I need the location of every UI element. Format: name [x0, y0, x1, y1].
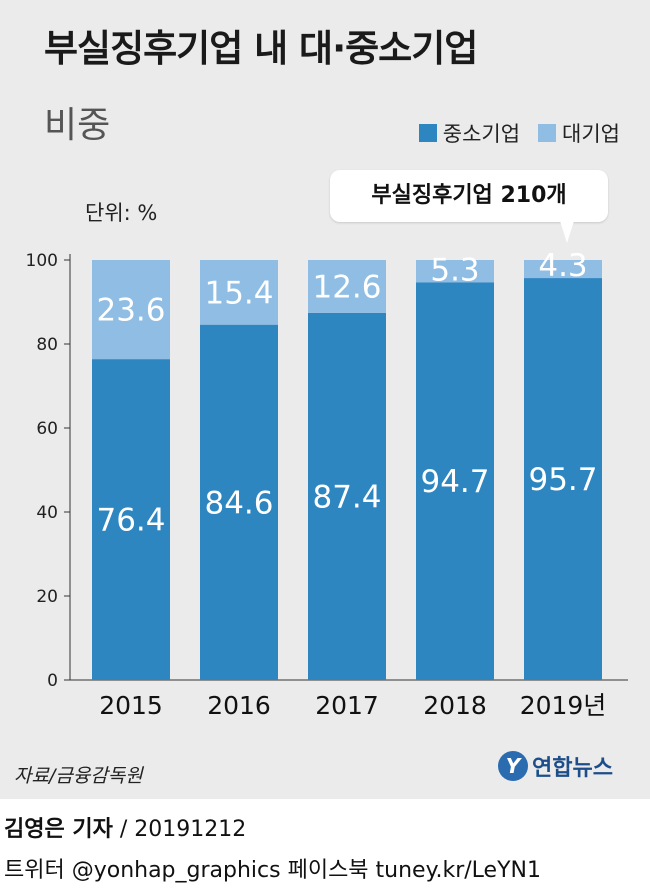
bar-sme	[200, 324, 278, 680]
x-tick-label: 2017	[315, 691, 379, 720]
x-tick-label: 2018	[423, 691, 487, 720]
value-label-large: 5.3	[430, 252, 479, 288]
legend: 중소기업 대기업	[418, 118, 620, 148]
x-tick-label: 2019년	[520, 691, 607, 720]
bar-sme	[92, 359, 170, 680]
bar-sme	[524, 278, 602, 680]
legend-swatch-sme	[418, 124, 437, 142]
value-label-sme: 84.6	[204, 485, 273, 521]
stacked-bar-chart: 0 20 40 60 80 100 76.4 23.6 2015 84.6 15.4 2016 87.4…	[26, 248, 628, 720]
value-label-sme: 87.4	[312, 479, 381, 515]
bar-large	[416, 260, 494, 283]
value-label-large: 23.6	[96, 293, 165, 329]
callout-box: 부실징후기업 210개	[330, 170, 608, 222]
bar-sme	[416, 282, 494, 680]
bar-sme	[308, 312, 386, 680]
x-tick-label: 2015	[99, 691, 163, 720]
y-tick-label: 0	[47, 671, 58, 691]
legend-swatch-large	[538, 124, 557, 142]
x-tick-label: 2016	[207, 691, 271, 720]
bar-large	[200, 260, 278, 325]
value-label-sme: 76.4	[96, 503, 165, 539]
legend-item-sme: 중소기업	[418, 118, 521, 148]
value-label-large: 15.4	[204, 275, 273, 311]
legend-item-large: 대기업	[538, 118, 620, 148]
value-label-large: 12.6	[312, 269, 381, 305]
chart-title: 부실징후기업 내 대·중소기업	[44, 27, 478, 70]
callout-tail	[560, 221, 574, 243]
y-tick-label: 60	[36, 419, 58, 439]
yonhap-logo: Y 연합뉴스	[498, 750, 613, 782]
value-label-sme: 94.7	[420, 464, 489, 500]
footer: 김영은 기자 / 20191212 트위터 @yonhap_graphics 페…	[0, 799, 650, 891]
reporter-date: / 20191212	[112, 817, 247, 842]
yonhap-logo-text: 연합뉴스	[532, 756, 613, 781]
source-note: 자료/금융감독원	[14, 765, 143, 787]
legend-label-sme: 중소기업	[442, 122, 521, 146]
legend-label-large: 대기업	[562, 122, 620, 146]
bar-large	[308, 260, 386, 313]
y-tick-label: 80	[36, 335, 58, 355]
social-links: 트위터 @yonhap_graphics 페이스북 tuney.kr/LeYN1	[4, 858, 541, 883]
y-tick-label: 40	[36, 503, 58, 523]
bar-large	[92, 260, 170, 360]
y-tick-label: 20	[36, 587, 58, 607]
chart-subtitle: 비중	[44, 105, 111, 146]
yonhap-logo-mark: Y	[498, 751, 528, 781]
value-label-sme: 95.7	[528, 462, 597, 498]
bar-large	[524, 260, 602, 279]
y-tick-label: 100	[26, 251, 58, 271]
reporter-name: 김영은 기자	[4, 817, 113, 842]
value-label-large: 4.3	[538, 248, 587, 284]
reporter-credit: 김영은 기자 / 20191212	[4, 811, 246, 843]
unit-label: 단위: %	[85, 201, 158, 225]
